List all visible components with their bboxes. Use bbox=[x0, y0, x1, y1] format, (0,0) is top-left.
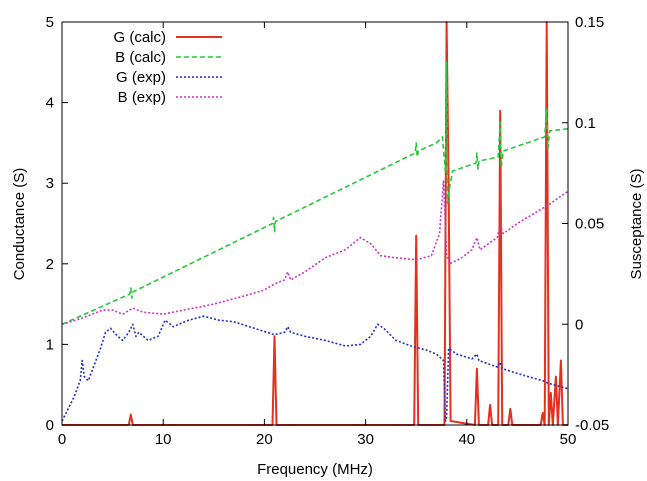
y-right-tick-label: 0.15 bbox=[575, 14, 604, 31]
legend: G (calc) B (calc) G (exp) B (exp) bbox=[114, 29, 222, 106]
y-right-tick-label: 0.05 bbox=[575, 216, 604, 233]
x-axis-title: Frequency (MHz) bbox=[257, 461, 373, 478]
y-axis-left-title: Conductance (S) bbox=[11, 168, 28, 281]
y-left-tick-label: 5 bbox=[46, 14, 54, 31]
series-line-2 bbox=[61, 315, 569, 422]
legend-label: G (calc) bbox=[114, 29, 167, 46]
series-line-1 bbox=[61, 61, 569, 326]
x-tick-label: 30 bbox=[357, 431, 374, 448]
y-right-tick-label: 0 bbox=[575, 316, 583, 333]
y-left-tick-label: 3 bbox=[46, 175, 54, 192]
legend-label: G (exp) bbox=[116, 69, 166, 86]
x-tick-label: 20 bbox=[256, 431, 273, 448]
series-line-3 bbox=[61, 180, 569, 326]
axes: 0 10 20 30 40 50 0 1 2 3 4 5 -0.05 0 0.05 0.1 0.15 bbox=[46, 14, 610, 448]
x-tick-label: 0 bbox=[58, 431, 66, 448]
y-left-tick-label: 4 bbox=[46, 95, 54, 112]
legend-label: B (exp) bbox=[118, 89, 166, 106]
x-tick-label: 50 bbox=[560, 431, 577, 448]
y-right-tick-label: -0.05 bbox=[575, 417, 609, 434]
x-tick-label: 10 bbox=[155, 431, 172, 448]
x-tick-label: 40 bbox=[458, 431, 475, 448]
y-left-tick-label: 0 bbox=[46, 417, 54, 434]
y-left-tick-label: 1 bbox=[46, 336, 54, 353]
y-axis-right-title: Susceptance (S) bbox=[628, 169, 645, 280]
y-left-tick-label: 2 bbox=[46, 256, 54, 273]
y-right-tick-label: 0.1 bbox=[575, 115, 596, 132]
legend-label: B (calc) bbox=[115, 49, 166, 66]
